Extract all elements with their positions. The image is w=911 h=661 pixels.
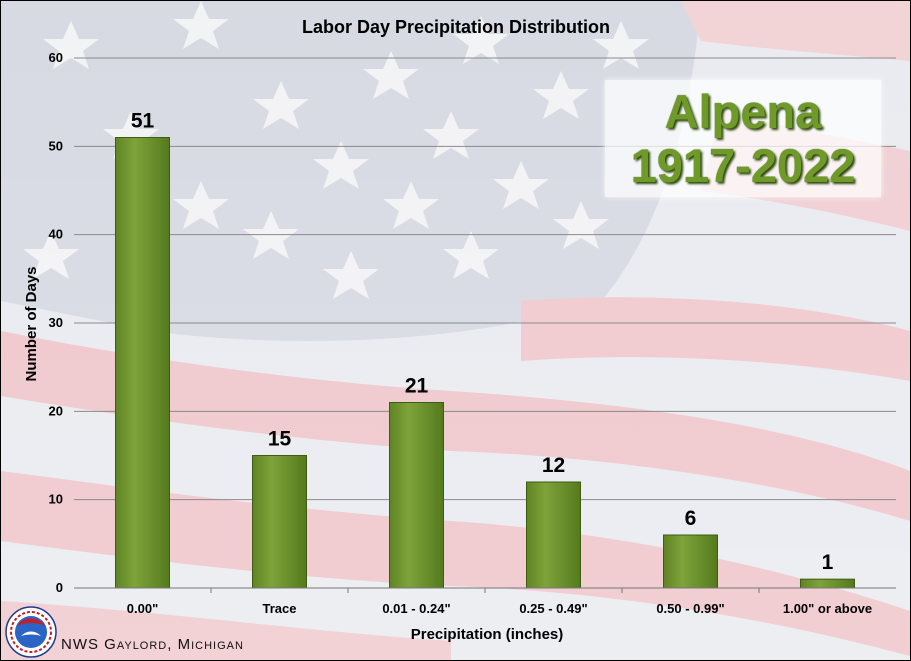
bar	[526, 481, 581, 589]
bar	[252, 455, 307, 589]
y-tick-label: 50	[49, 138, 63, 153]
data-label: 1	[822, 551, 834, 574]
x-tick-label: 0.00"	[127, 601, 158, 616]
x-axis-ticks: 0.00" Trace 0.01 - 0.24" 0.25 - 0.49" 0.50 -…	[127, 588, 872, 616]
y-tick-label: 30	[49, 315, 63, 330]
data-labels: 51 15 21 12 6 1	[131, 110, 834, 575]
bar	[663, 534, 718, 589]
y-tick-label: 60	[49, 50, 63, 65]
x-tick-label: 1.00" or above	[783, 601, 872, 616]
station-period: 1917-2022	[630, 138, 856, 192]
footer-credit: NWS Gaylord, Michigan	[61, 636, 244, 653]
data-label: 21	[405, 375, 429, 398]
y-tick-label: 20	[49, 403, 63, 418]
y-tick-label: 10	[49, 492, 63, 507]
data-label: 6	[685, 507, 697, 530]
bar	[800, 578, 855, 589]
y-axis-label: Number of Days	[23, 266, 40, 381]
x-tick-label: Trace	[263, 601, 297, 616]
x-tick-label: 0.01 - 0.24"	[382, 601, 450, 616]
chart-title: Labor Day Precipitation Distribution	[302, 17, 610, 37]
bar	[115, 137, 170, 589]
data-label: 51	[131, 110, 155, 133]
data-label: 15	[268, 428, 292, 451]
y-axis-ticks: 0 10 20 30 40 50 60	[49, 50, 63, 595]
station-name: Alpena	[664, 84, 822, 138]
data-label: 12	[542, 454, 565, 477]
bars	[115, 137, 855, 589]
nws-logo-icon	[5, 606, 57, 658]
x-axis-label: Precipitation (inches)	[411, 626, 564, 643]
y-tick-label: 40	[49, 227, 63, 242]
y-tick-label: 0	[56, 580, 63, 595]
x-tick-label: 0.50 - 0.99"	[656, 601, 724, 616]
x-tick-label: 0.25 - 0.49"	[519, 601, 587, 616]
bar	[389, 402, 444, 589]
station-annotation: Alpena 1917-2022	[605, 80, 881, 197]
